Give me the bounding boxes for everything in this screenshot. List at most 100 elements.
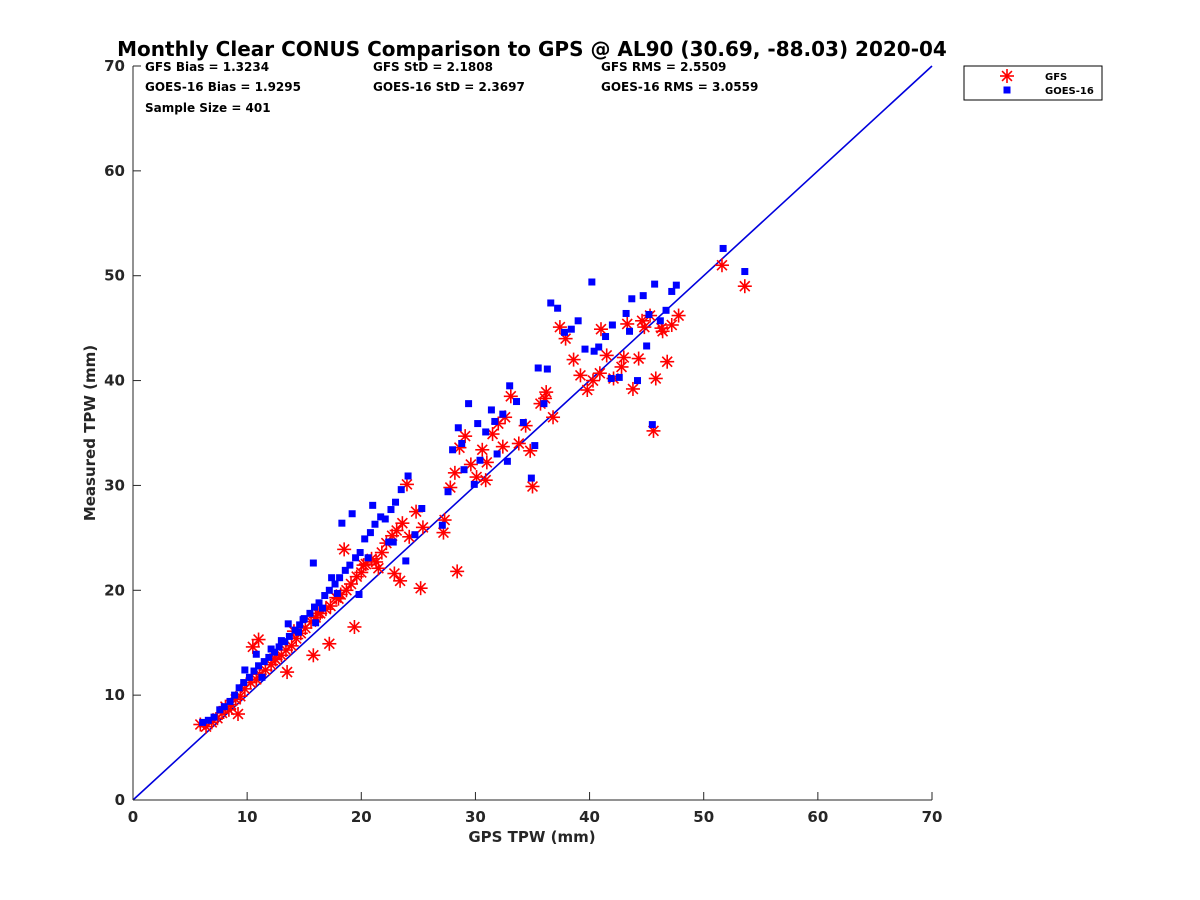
goes16-point	[719, 244, 727, 252]
goes16-point	[527, 474, 535, 482]
goes16-point	[258, 673, 266, 681]
reference-line-group	[132, 65, 933, 801]
goes16-point	[252, 650, 260, 658]
goes16-point	[331, 580, 339, 588]
gfs-point	[737, 279, 752, 294]
goes16-point	[285, 632, 293, 640]
goes16-point	[385, 538, 393, 546]
gfs-point	[664, 317, 679, 332]
y-tick-label: 70	[104, 57, 125, 75]
gfs-point	[395, 516, 410, 531]
goes16-point	[371, 520, 379, 528]
goes16-point	[309, 559, 317, 567]
goes16-point	[608, 321, 616, 329]
goes16-point	[534, 364, 542, 372]
gfs-point	[525, 479, 540, 494]
legend-entry-label: GOES-16	[1045, 86, 1094, 97]
goes16-point	[366, 529, 374, 537]
stat-text: GOES-16 Bias = 1.9295	[145, 80, 301, 94]
goes16-point	[397, 486, 405, 494]
gfs-point	[599, 348, 614, 363]
goes16-point	[277, 637, 285, 645]
chart-title: Monthly Clear CONUS Comparison to GPS @ …	[117, 37, 947, 61]
goes16-point	[226, 697, 234, 705]
goes16-point	[540, 400, 548, 408]
goes16-point	[260, 658, 268, 666]
x-tick-label: 60	[807, 808, 828, 826]
goes16-point	[356, 549, 364, 557]
goes16-point	[210, 713, 218, 721]
goes16-point	[348, 510, 356, 518]
data-points	[193, 244, 752, 734]
gfs-point	[322, 636, 337, 651]
goes16-point	[639, 292, 647, 300]
goes16-point	[513, 398, 521, 406]
goes16-point	[607, 374, 615, 382]
goes16-point	[626, 327, 634, 335]
stat-text: GOES-16 StD = 2.3697	[373, 80, 525, 94]
gfs-point	[485, 427, 500, 442]
goes16-point	[470, 480, 478, 488]
goes16-point	[235, 684, 243, 692]
gfs-point	[251, 632, 266, 647]
goes16-point	[321, 592, 329, 600]
goes16-point	[493, 450, 501, 458]
goes16-point	[265, 653, 273, 661]
gfs-point	[413, 581, 428, 596]
gfs-point	[503, 389, 518, 404]
gfs-point	[616, 350, 631, 365]
gfs-point	[478, 473, 493, 488]
goes16-point	[389, 538, 397, 546]
goes16-point	[506, 382, 514, 390]
gfs-point	[475, 442, 490, 457]
goes16-point	[402, 557, 410, 565]
series-gfs	[193, 258, 752, 734]
goes16-point	[333, 589, 341, 597]
gfs-point	[463, 457, 478, 472]
stat-text: Sample Size = 401	[145, 101, 271, 115]
gfs-point	[593, 322, 608, 337]
goes16-point	[284, 620, 292, 628]
y-axis-label: Measured TPW (mm)	[81, 345, 99, 521]
x-tick-label: 10	[237, 808, 258, 826]
gfs-point	[371, 561, 386, 576]
goes16-point	[474, 420, 482, 428]
goes16-point	[651, 280, 659, 288]
gfs-point	[511, 436, 526, 451]
gfs-point	[231, 707, 246, 722]
gfs-point	[447, 465, 462, 480]
gfs-point	[306, 648, 321, 663]
goes16-point	[499, 410, 507, 418]
goes16-point	[491, 417, 499, 425]
x-tick-label: 40	[579, 808, 600, 826]
goes16-point	[602, 333, 610, 341]
y-tick-label: 0	[115, 791, 125, 809]
goes16-point	[352, 554, 360, 562]
goes16-point	[418, 504, 426, 512]
goes16-point	[643, 342, 651, 350]
goes16-point	[310, 603, 318, 611]
goes16-point	[581, 345, 589, 353]
gfs-point	[573, 368, 588, 383]
gfs-point	[450, 564, 465, 579]
tick-labels: 0 10 20 30 40 50 60 70 0 10 20 30 40 50 60 70	[104, 57, 942, 826]
goes16-point	[306, 609, 314, 617]
goes16-point	[325, 586, 333, 594]
goes16-point	[560, 328, 568, 336]
series-goes-16	[199, 244, 749, 726]
goes16-point	[295, 628, 303, 636]
gfs-point	[344, 576, 359, 591]
goes16-point	[672, 281, 680, 289]
goes16-point	[531, 442, 539, 450]
legend-entry-label: GFS	[1045, 72, 1067, 83]
gfs-point	[566, 352, 581, 367]
stat-text: GFS RMS = 2.5509	[601, 60, 726, 74]
gfs-point	[393, 573, 408, 588]
gfs-point	[660, 354, 675, 369]
goes16-point	[404, 472, 412, 480]
goes16-point	[519, 419, 527, 427]
goes16-point	[574, 317, 582, 325]
gfs-point	[580, 383, 595, 398]
